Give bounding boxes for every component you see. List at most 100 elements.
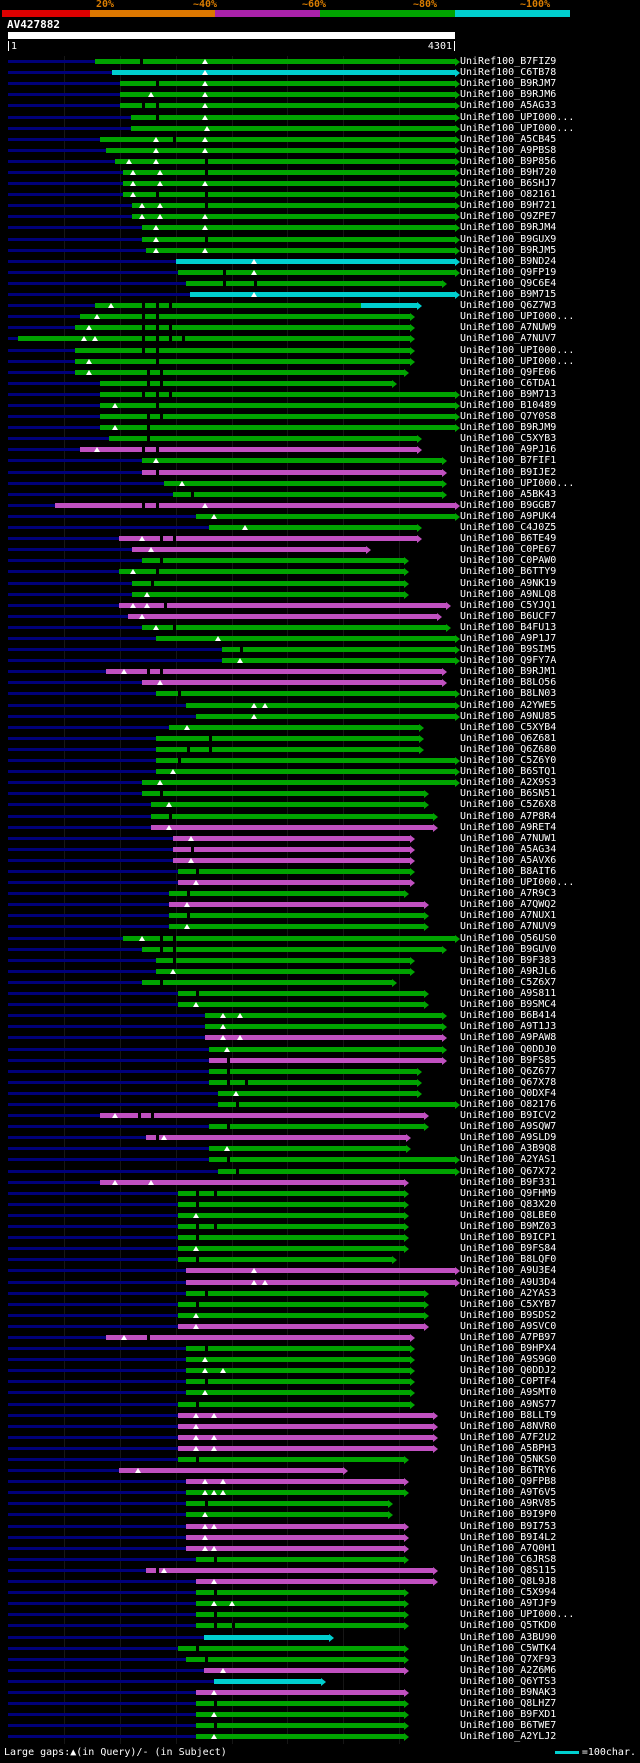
- hit-bar[interactable]: [177, 1434, 433, 1440]
- hit-label[interactable]: UniRef100_B10489: [460, 399, 557, 411]
- hit-bar[interactable]: [177, 1257, 393, 1263]
- hit-bar[interactable]: [131, 214, 455, 220]
- hit-bar[interactable]: [177, 880, 411, 885]
- hit-label[interactable]: UniRef100_A7NUW1: [460, 832, 557, 844]
- hit-bar[interactable]: [100, 414, 455, 419]
- hit-bar[interactable]: [195, 1590, 404, 1596]
- hit-bar[interactable]: [195, 1701, 404, 1707]
- hit-label[interactable]: UniRef100_Q8LHZ7: [460, 1698, 557, 1710]
- hit-bar[interactable]: [95, 303, 362, 309]
- hit-label[interactable]: UniRef100_C5XYB7: [460, 1298, 557, 1310]
- hit-label[interactable]: UniRef100_C5YJQ1: [460, 599, 557, 611]
- hit-label[interactable]: UniRef100_A9U3E4: [460, 1265, 557, 1277]
- hit-label[interactable]: UniRef100_A5AG34: [460, 843, 557, 855]
- hit-label[interactable]: UniRef100_O82161: [460, 189, 557, 201]
- hit-label[interactable]: UniRef100_B9I753: [460, 1520, 557, 1532]
- hit-bar[interactable]: [123, 181, 455, 186]
- hit-label[interactable]: UniRef100_UPI000...: [460, 122, 575, 134]
- hit-label[interactable]: UniRef100_B9F331: [460, 1176, 557, 1188]
- hit-label[interactable]: UniRef100_B9I9P0: [460, 1509, 557, 1521]
- hit-bar[interactable]: [173, 846, 411, 852]
- hit-label[interactable]: UniRef100_B9FS84: [460, 1243, 557, 1255]
- hit-bar[interactable]: [168, 913, 424, 919]
- hit-bar[interactable]: [177, 1301, 424, 1307]
- hit-bar[interactable]: [131, 591, 404, 597]
- hit-bar[interactable]: [185, 1279, 455, 1285]
- hit-label[interactable]: UniRef100_A7PB97: [460, 1331, 557, 1343]
- hit-label[interactable]: UniRef100_C5XYB4: [460, 721, 557, 733]
- hit-bar[interactable]: [141, 624, 447, 630]
- hit-bar[interactable]: [155, 968, 411, 974]
- hit-bar[interactable]: [217, 1090, 417, 1096]
- hit-bar[interactable]: [168, 724, 420, 730]
- hit-bar[interactable]: [177, 1312, 424, 1318]
- hit-bar[interactable]: [106, 669, 442, 675]
- hit-label[interactable]: UniRef100_A9PBS8: [460, 144, 557, 156]
- hit-label[interactable]: UniRef100_A5AG33: [460, 100, 557, 112]
- hit-bar[interactable]: [208, 1146, 406, 1152]
- hit-label[interactable]: UniRef100_A9SQW7: [460, 1121, 557, 1133]
- hit-bar[interactable]: [146, 247, 455, 253]
- hit-label[interactable]: UniRef100_B8AIT6: [460, 865, 557, 877]
- hit-bar[interactable]: [100, 425, 455, 431]
- hit-bar[interactable]: [195, 1579, 433, 1584]
- hit-bar[interactable]: [208, 1068, 417, 1074]
- hit-label[interactable]: UniRef100_A9SMT0: [460, 1387, 557, 1399]
- hit-label[interactable]: UniRef100_B9GGB7: [460, 499, 557, 511]
- hit-label[interactable]: UniRef100_Q5TKD0: [460, 1620, 557, 1632]
- hit-bar[interactable]: [141, 458, 442, 464]
- hit-label[interactable]: UniRef100_Q0DDJ2: [460, 1365, 557, 1377]
- hit-label[interactable]: UniRef100_Q7XF93: [460, 1653, 557, 1665]
- hit-bar[interactable]: [177, 1246, 404, 1252]
- hit-label[interactable]: UniRef100_B6TE49: [460, 533, 557, 545]
- hit-label[interactable]: UniRef100_A9NU85: [460, 710, 557, 722]
- hit-label[interactable]: UniRef100_A9RV85: [460, 1498, 557, 1510]
- hit-bar[interactable]: [54, 502, 455, 508]
- hit-bar[interactable]: [173, 857, 411, 863]
- hit-bar[interactable]: [208, 1124, 424, 1130]
- hit-label[interactable]: UniRef100_B6STQ1: [460, 766, 557, 778]
- hit-bar[interactable]: [217, 1101, 455, 1107]
- hit-bar[interactable]: [185, 280, 442, 286]
- hit-label[interactable]: UniRef100_Q6Z7W3: [460, 300, 557, 312]
- hit-label[interactable]: UniRef100_B6B414: [460, 1010, 557, 1022]
- hit-label[interactable]: UniRef100_B8LQF0: [460, 1254, 557, 1266]
- hit-label[interactable]: UniRef100_A7P8R4: [460, 810, 557, 822]
- hit-bar[interactable]: [131, 547, 366, 553]
- hit-label[interactable]: UniRef100_A8NVR0: [460, 1420, 557, 1432]
- hit-label[interactable]: UniRef100_B9NAK3: [460, 1687, 557, 1698]
- hit-label[interactable]: UniRef100_B9GUX9: [460, 233, 557, 245]
- hit-label[interactable]: UniRef100_Q0DXF4: [460, 1087, 557, 1099]
- hit-bar[interactable]: [222, 647, 455, 652]
- hit-bar[interactable]: [175, 258, 455, 264]
- hit-bar[interactable]: [141, 558, 404, 564]
- hit-label[interactable]: UniRef100_B9ND24: [460, 255, 557, 267]
- hit-bar[interactable]: [177, 1423, 433, 1429]
- hit-label[interactable]: UniRef100_A9RET4: [460, 821, 557, 833]
- hit-label[interactable]: UniRef100_A9T1J3: [460, 1021, 557, 1033]
- hit-label[interactable]: UniRef100_A7Q0H1: [460, 1542, 557, 1554]
- hit-bar[interactable]: [114, 158, 455, 164]
- hit-label[interactable]: UniRef100_A9NLQ8: [460, 588, 557, 600]
- hit-label[interactable]: UniRef100_A9NK19: [460, 577, 557, 589]
- hit-bar[interactable]: [185, 1357, 411, 1363]
- hit-bar[interactable]: [155, 691, 455, 697]
- hit-bar[interactable]: [100, 402, 455, 408]
- hit-label[interactable]: UniRef100_A9S811: [460, 988, 557, 999]
- hit-label[interactable]: UniRef100_Q9C6E4: [460, 277, 557, 289]
- hit-label[interactable]: UniRef100_C4J0Z5: [460, 522, 557, 533]
- hit-bar[interactable]: [204, 1634, 329, 1640]
- hit-label[interactable]: UniRef100_A9NS77: [460, 1398, 557, 1410]
- hit-bar[interactable]: [195, 1712, 404, 1718]
- hit-label[interactable]: UniRef100_B6SN51: [460, 788, 557, 800]
- hit-bar[interactable]: [208, 1046, 442, 1052]
- hit-label[interactable]: UniRef100_B9M713: [460, 388, 557, 400]
- hit-bar[interactable]: [195, 1734, 404, 1740]
- hit-bar[interactable]: [17, 336, 411, 342]
- hit-label[interactable]: UniRef100_UPI000...: [460, 355, 575, 367]
- hit-label[interactable]: UniRef100_A7R9C3: [460, 888, 557, 900]
- hit-bar[interactable]: [185, 1368, 411, 1374]
- hit-bar[interactable]: [75, 369, 404, 375]
- hit-label[interactable]: UniRef100_C5Z6Y0: [460, 755, 557, 766]
- hit-bar[interactable]: [118, 602, 447, 608]
